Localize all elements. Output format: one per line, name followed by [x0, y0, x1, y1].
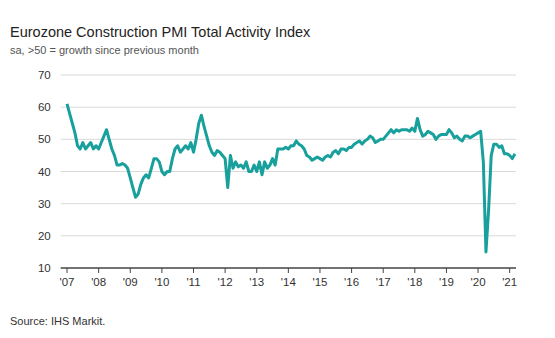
- subtitle: sa, >50 = growth since previous month: [10, 44, 199, 56]
- source: Source: IHS Markit.: [10, 315, 105, 327]
- x-tick-label: '18: [407, 276, 422, 288]
- x-tick: [383, 268, 384, 273]
- title: Eurozone Construction PMI Total Activity…: [10, 24, 311, 40]
- x-tick: [98, 268, 99, 273]
- plot-area: [67, 104, 515, 252]
- x-tick: [478, 268, 479, 273]
- x-tick-label: '16: [344, 276, 359, 288]
- x-tick-label: '11: [186, 276, 200, 288]
- x-tick: [225, 268, 226, 273]
- y-tick-label: 30: [38, 198, 51, 210]
- y-tick-label: 50: [38, 133, 51, 145]
- x-tick-label: '10: [154, 276, 169, 288]
- x-tick: [193, 268, 194, 273]
- x-tick: [319, 268, 320, 273]
- pmi-line: [67, 104, 515, 252]
- grid-line: [61, 75, 516, 76]
- x-tick: [351, 268, 352, 273]
- x-tick: [67, 268, 68, 273]
- y-tick-label: 40: [38, 166, 51, 178]
- grid-line: [61, 203, 516, 204]
- x-tick-label: '09: [123, 276, 138, 288]
- x-tick-label: '13: [249, 276, 264, 288]
- x-tick: [509, 268, 510, 273]
- y-tick-label: 70: [38, 69, 51, 81]
- y-tick-label: 20: [38, 230, 51, 242]
- grid-line: [61, 139, 516, 140]
- x-tick-label: '21: [502, 276, 517, 288]
- x-tick: [130, 268, 131, 273]
- grid-line: [61, 235, 516, 236]
- x-tick: [161, 268, 162, 273]
- grid-line: [61, 107, 516, 108]
- x-tick-label: '20: [471, 276, 486, 288]
- x-tick: [288, 268, 289, 273]
- x-tick-label: '17: [376, 276, 391, 288]
- x-tick: [446, 268, 447, 273]
- chart: Eurozone Construction PMI Total Activity…: [0, 0, 555, 338]
- x-tick-label: '19: [439, 276, 454, 288]
- x-tick: [256, 268, 257, 273]
- y-tick-label: 10: [38, 262, 51, 274]
- x-tick-label: '14: [281, 276, 297, 288]
- x-tick-label: '07: [60, 276, 75, 288]
- y-tick-label: 60: [38, 101, 51, 113]
- x-tick-label: '08: [91, 276, 106, 288]
- x-tick: [414, 268, 415, 273]
- x-tick-label: '12: [218, 276, 233, 288]
- x-tick-label: '15: [312, 276, 327, 288]
